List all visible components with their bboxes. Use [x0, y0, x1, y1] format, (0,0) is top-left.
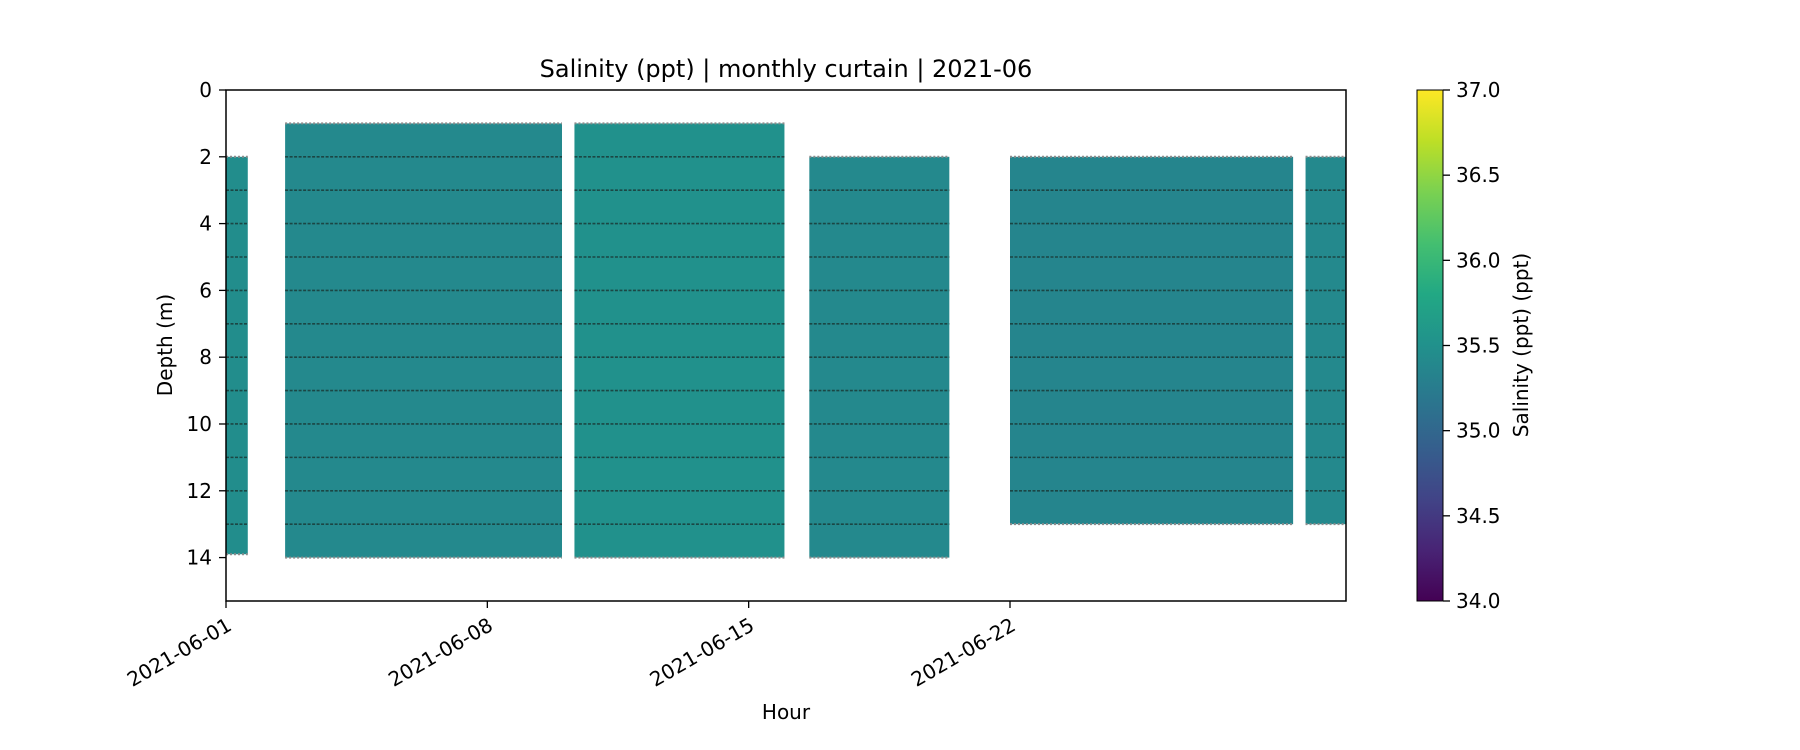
y-tick-label: 8	[199, 345, 212, 369]
y-tick-label: 10	[187, 412, 212, 436]
colorbar-tick-label: 34.0	[1456, 589, 1501, 613]
y-tick-label: 2	[199, 145, 212, 169]
colorbar-tick-label: 35.5	[1456, 334, 1501, 358]
colorbar-tick-label: 36.5	[1456, 163, 1501, 187]
curtain-segment	[226, 156, 248, 555]
y-tick-label: 12	[187, 479, 212, 503]
colorbar-tick-label: 34.5	[1456, 504, 1501, 528]
curtain-segment	[574, 123, 785, 558]
plot-frame	[225, 89, 1347, 602]
x-tick-label: 2021-06-01	[123, 613, 236, 692]
y-axis: 0 2 4 6 8 10 12 14	[187, 78, 226, 570]
y-tick-label: 4	[199, 212, 212, 236]
y-tick-label: 0	[199, 78, 212, 102]
x-tick-label: 2021-06-15	[646, 613, 759, 692]
colorbar-tick-label: 36.0	[1456, 248, 1501, 272]
colorbar-tick-label: 37.0	[1456, 78, 1501, 102]
curtain-segment	[285, 123, 562, 558]
chart-title: Salinity (ppt) | monthly curtain | 2021-…	[540, 55, 1033, 83]
curtain-segment	[1010, 156, 1294, 525]
y-axis-label: Depth (m)	[153, 294, 177, 396]
x-axis: 2021-06-01 2021-06-08 2021-06-15 2021-06-22	[123, 601, 1020, 692]
x-axis-label: Hour	[762, 700, 811, 724]
colorbar-tick-label: 35.0	[1456, 419, 1501, 443]
x-tick-label: 2021-06-08	[384, 613, 497, 692]
x-tick-label: 2021-06-22	[907, 613, 1020, 692]
curtain-data-layer	[226, 122, 1346, 559]
colorbar-label: Salinity (ppt) (ppt)	[1509, 253, 1533, 437]
y-tick-label: 6	[199, 278, 212, 302]
colorbar-gradient	[1416, 89, 1444, 602]
y-tick-label: 14	[187, 546, 212, 570]
curtain-segment	[1305, 156, 1346, 525]
colorbar: 34.0 34.5 35.0 35.5 36.0 36.5 37.0	[1416, 78, 1501, 613]
